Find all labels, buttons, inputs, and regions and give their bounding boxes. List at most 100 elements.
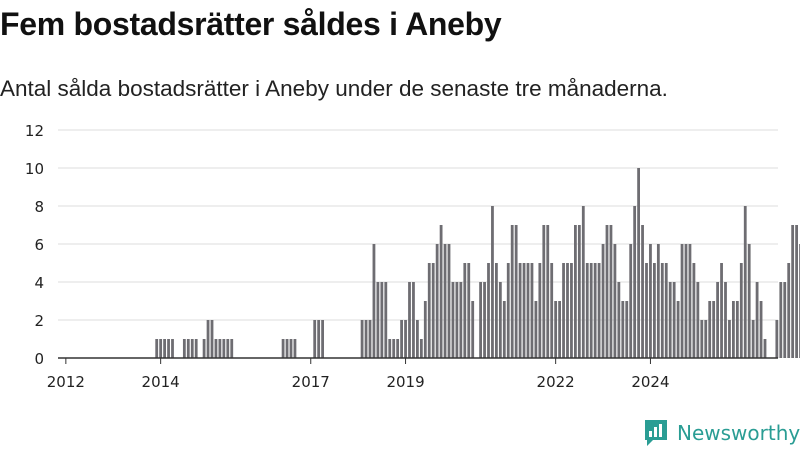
bar — [566, 263, 569, 358]
bar — [522, 263, 526, 358]
bar — [194, 339, 198, 358]
bars — [58, 168, 800, 359]
bar — [747, 244, 751, 358]
bar — [364, 320, 368, 358]
bar — [696, 282, 700, 358]
bar — [574, 225, 577, 358]
bar — [617, 282, 621, 358]
bar — [625, 301, 629, 358]
y-tick-label: 2 — [34, 312, 44, 330]
bar — [526, 263, 530, 358]
bar — [672, 282, 676, 358]
bar — [321, 320, 324, 358]
bar — [439, 225, 443, 358]
y-tick-label: 4 — [34, 274, 44, 292]
bar — [518, 263, 522, 358]
bar — [629, 244, 633, 358]
bar — [404, 320, 407, 358]
bar — [791, 225, 795, 358]
bar — [759, 301, 763, 358]
y-tick-label: 8 — [34, 198, 44, 216]
bar — [384, 282, 388, 358]
brand-name: Newsworthy — [677, 421, 800, 445]
bar — [601, 244, 605, 358]
bar — [285, 339, 289, 358]
bar — [787, 263, 791, 358]
bar — [653, 263, 656, 358]
x-tick-label: 2014 — [142, 373, 180, 391]
bar — [581, 206, 585, 358]
bar — [459, 282, 463, 358]
bar — [495, 263, 498, 358]
newsworthy-logo-icon — [645, 420, 667, 446]
bar — [593, 263, 597, 358]
bar — [708, 301, 712, 358]
bar — [633, 206, 637, 358]
bar — [779, 282, 783, 358]
bar — [202, 339, 206, 358]
bar — [380, 282, 384, 358]
bar — [443, 244, 447, 358]
bar — [479, 282, 482, 358]
bar — [542, 225, 546, 358]
bar — [720, 263, 723, 358]
bar — [649, 244, 652, 358]
bar — [423, 301, 427, 358]
bar — [645, 263, 648, 358]
bar — [656, 244, 660, 358]
bar — [206, 320, 210, 358]
bar — [664, 263, 668, 358]
bar — [463, 263, 467, 358]
bar — [589, 263, 593, 358]
bar — [609, 225, 613, 358]
bar — [222, 339, 226, 358]
bar — [471, 301, 475, 358]
bar — [293, 339, 297, 358]
bar — [230, 339, 234, 358]
bar — [704, 320, 708, 358]
newsworthy-brand[interactable]: Newsworthy — [643, 418, 800, 448]
bar — [388, 339, 392, 358]
bar — [688, 244, 692, 358]
bar — [641, 225, 644, 358]
bar — [712, 301, 716, 358]
x-tick-label: 2022 — [537, 373, 575, 391]
bar — [167, 339, 170, 358]
bar — [700, 320, 704, 358]
bar — [546, 225, 550, 358]
bar — [605, 225, 609, 358]
bar — [550, 263, 554, 358]
bar — [491, 206, 494, 358]
bar — [376, 282, 380, 358]
bar — [289, 339, 293, 358]
bar — [155, 339, 159, 358]
bar — [735, 301, 739, 358]
bar — [585, 263, 589, 358]
bar — [487, 263, 490, 358]
bar — [226, 339, 230, 358]
bar — [570, 263, 573, 358]
bar — [171, 339, 174, 358]
bar — [660, 263, 664, 358]
bar — [396, 339, 400, 358]
bar — [795, 225, 798, 358]
bar — [392, 339, 396, 358]
bar — [743, 206, 747, 358]
bar — [577, 225, 581, 358]
bar — [755, 282, 759, 358]
bar — [427, 263, 431, 358]
x-tick-label: 2019 — [386, 373, 424, 391]
bar — [163, 339, 166, 358]
bar — [408, 282, 411, 358]
x-tick-label: 2024 — [631, 373, 669, 391]
bar — [502, 301, 506, 358]
bar — [538, 263, 542, 358]
y-tick-label: 6 — [34, 236, 44, 254]
bar — [621, 301, 625, 358]
bar — [360, 320, 364, 358]
bar — [317, 320, 321, 358]
bar — [724, 282, 727, 358]
x-axis: 2012 2014 2017 2019 2022 2024 — [47, 358, 670, 391]
bar — [431, 263, 435, 358]
bar — [684, 244, 688, 358]
